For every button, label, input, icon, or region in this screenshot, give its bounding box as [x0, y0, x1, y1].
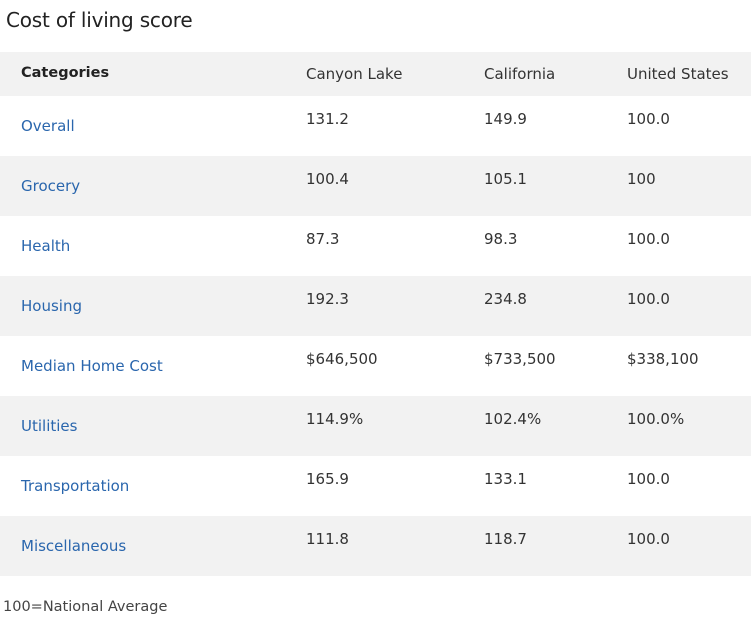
category-link-overall[interactable]: Overall	[21, 117, 75, 135]
header-categories: Categories	[21, 65, 110, 81]
table-row: Miscellaneous 111.8 118.7 100.0	[0, 516, 751, 576]
header-canyon-lake: Canyon Lake	[306, 65, 403, 83]
category-link-miscellaneous[interactable]: Miscellaneous	[21, 537, 127, 555]
table-row: Housing 192.3 234.8 100.0	[0, 276, 751, 336]
canyon-lake-value: 165.9	[306, 470, 349, 488]
canyon-lake-value: 111.8	[306, 530, 349, 548]
footnote: 100=National Average	[3, 599, 168, 615]
table-header-row: Categories Canyon Lake California United…	[0, 52, 751, 96]
cost-of-living-table: Categories Canyon Lake California United…	[0, 52, 751, 576]
united-states-value: 100.0	[627, 290, 670, 308]
table-row: Utilities 114.9% 102.4% 100.0%	[0, 396, 751, 456]
california-value: $733,500	[484, 350, 556, 368]
category-link-health[interactable]: Health	[21, 237, 71, 255]
california-value: 118.7	[484, 530, 527, 548]
united-states-value: 100.0	[627, 530, 670, 548]
header-california: California	[484, 65, 556, 83]
united-states-value: 100	[627, 170, 656, 188]
category-link-utilities[interactable]: Utilities	[21, 417, 78, 435]
category-link-grocery[interactable]: Grocery	[21, 177, 81, 195]
united-states-value: 100.0	[627, 230, 670, 248]
united-states-value: 100.0	[627, 470, 670, 488]
header-united-states: United States	[627, 65, 729, 83]
united-states-value: 100.0	[627, 110, 670, 128]
category-link-transportation[interactable]: Transportation	[21, 477, 130, 495]
category-link-median-home-cost[interactable]: Median Home Cost	[21, 357, 163, 375]
united-states-value: $338,100	[627, 350, 699, 368]
canyon-lake-value: 114.9%	[306, 410, 364, 428]
category-link-housing[interactable]: Housing	[21, 297, 82, 315]
california-value: 105.1	[484, 170, 527, 188]
table-row: Grocery 100.4 105.1 100	[0, 156, 751, 216]
canyon-lake-value: $646,500	[306, 350, 378, 368]
california-value: 234.8	[484, 290, 527, 308]
table-row: Overall 131.2 149.9 100.0	[0, 96, 751, 156]
california-value: 98.3	[484, 230, 518, 248]
canyon-lake-value: 131.2	[306, 110, 349, 128]
california-value: 149.9	[484, 110, 527, 128]
canyon-lake-value: 87.3	[306, 230, 340, 248]
page-title: Cost of living score	[6, 8, 193, 32]
table-row: Median Home Cost $646,500 $733,500 $338,…	[0, 336, 751, 396]
california-value: 102.4%	[484, 410, 542, 428]
california-value: 133.1	[484, 470, 527, 488]
table-row: Transportation 165.9 133.1 100.0	[0, 456, 751, 516]
canyon-lake-value: 100.4	[306, 170, 349, 188]
table-row: Health 87.3 98.3 100.0	[0, 216, 751, 276]
canyon-lake-value: 192.3	[306, 290, 349, 308]
united-states-value: 100.0%	[627, 410, 685, 428]
